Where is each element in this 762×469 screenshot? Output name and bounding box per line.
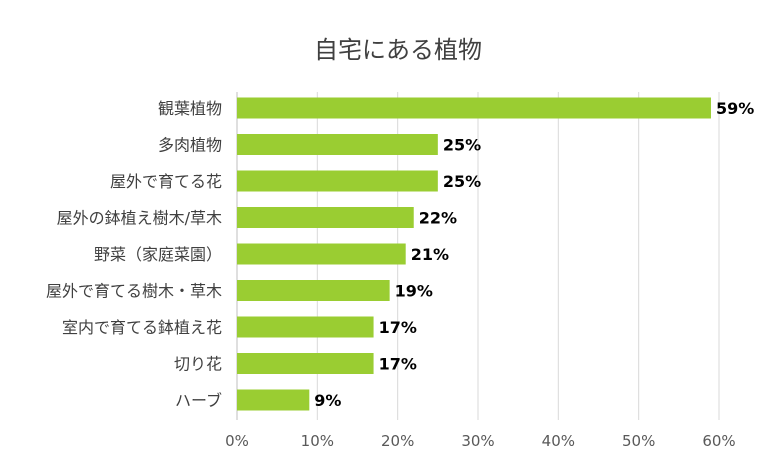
data-label: 17% bbox=[379, 355, 417, 374]
data-label: 17% bbox=[379, 318, 417, 337]
x-tick-label: 40% bbox=[542, 432, 575, 450]
bar bbox=[237, 243, 406, 265]
x-tick-label: 10% bbox=[301, 432, 334, 450]
bar bbox=[237, 316, 374, 338]
bar bbox=[237, 353, 374, 374]
x-tick-label: 20% bbox=[381, 432, 414, 450]
data-label: 19% bbox=[395, 282, 433, 301]
bar bbox=[237, 389, 310, 411]
data-label: 22% bbox=[419, 209, 457, 228]
data-label: 9% bbox=[314, 391, 341, 410]
category-label: 室内で育てる鉢植え花 bbox=[62, 318, 222, 337]
category-label: 観葉植物 bbox=[158, 99, 222, 118]
data-label: 21% bbox=[411, 245, 449, 264]
category-label: ハーブ bbox=[175, 391, 222, 410]
data-labels: 59% 25% 25% 22% 21% 19% 17% 17% 9% bbox=[314, 99, 754, 410]
bar bbox=[237, 134, 438, 155]
category-label: 野菜（家庭菜園） bbox=[94, 245, 222, 264]
category-label: 切り花 bbox=[174, 355, 222, 374]
category-label: 多肉植物 bbox=[158, 136, 222, 155]
data-label: 59% bbox=[716, 99, 754, 118]
category-label: 屋外の鉢植え樹木/草木 bbox=[57, 209, 222, 228]
bars bbox=[237, 97, 711, 411]
x-axis-tick-labels: 0% 10% 20% 30% 40% 50% 60% bbox=[225, 432, 736, 450]
data-label: 25% bbox=[443, 136, 481, 155]
bar bbox=[237, 207, 414, 228]
x-tick-label: 30% bbox=[461, 432, 494, 450]
data-label: 25% bbox=[443, 172, 481, 191]
category-label: 屋外で育てる樹木・草木 bbox=[46, 282, 222, 301]
chart-title: 自宅にある植物 bbox=[314, 36, 482, 64]
bar bbox=[237, 97, 711, 119]
bar bbox=[237, 280, 390, 301]
bar bbox=[237, 170, 438, 192]
category-label: 屋外で育てる花 bbox=[110, 172, 222, 191]
x-tick-label: 60% bbox=[702, 432, 735, 450]
x-tick-label: 0% bbox=[225, 432, 249, 450]
x-tick-label: 50% bbox=[622, 432, 655, 450]
